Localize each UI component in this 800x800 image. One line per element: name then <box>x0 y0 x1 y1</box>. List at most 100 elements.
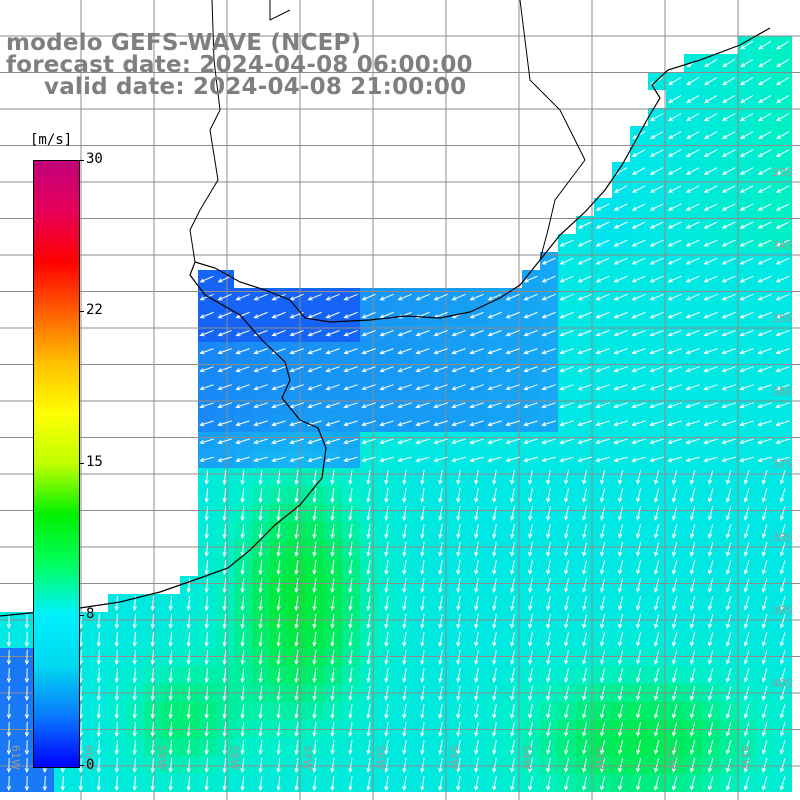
wind-arrow <box>564 668 569 683</box>
wind-arrow <box>618 632 624 647</box>
wind-arrow <box>222 739 227 756</box>
wind-arrow <box>330 470 335 486</box>
wind-arrow <box>636 686 642 701</box>
wind-arrow <box>222 613 227 630</box>
wind-arrow <box>402 668 407 684</box>
wind-arrow <box>312 668 317 684</box>
wind-arrow <box>761 722 768 737</box>
wind-arrow <box>348 614 353 630</box>
wind-arrow <box>348 758 353 774</box>
wind-arrow <box>150 685 155 702</box>
wind-arrow <box>582 560 587 575</box>
wind-arrow <box>707 758 714 773</box>
wind-arrow <box>667 330 682 337</box>
wind-arrow <box>649 293 664 301</box>
wind-arrow <box>582 524 587 539</box>
wind-arrow <box>721 257 736 265</box>
wind-arrow <box>312 578 317 594</box>
wind-arrow <box>528 470 533 486</box>
wind-arrow <box>217 384 232 391</box>
wind-arrow <box>636 470 642 485</box>
lat-label: 38S <box>772 531 793 544</box>
wind-arrow <box>240 667 245 684</box>
wind-arrow <box>667 185 682 193</box>
wind-arrow <box>654 740 660 755</box>
wind-arrow <box>469 366 484 373</box>
wind-arrow <box>415 420 430 427</box>
wind-arrow <box>289 330 304 337</box>
wind-arrow <box>361 293 376 301</box>
wind-arrow <box>456 650 461 666</box>
wind-arrow <box>384 578 389 594</box>
forecast-date: forecast date: 2024-04-08 06:00:00 <box>6 52 473 78</box>
wind-arrow <box>779 722 786 737</box>
wind-arrow <box>204 685 209 702</box>
wind-arrow <box>582 596 587 611</box>
wind-arrow <box>307 438 322 445</box>
wind-arrow <box>474 632 479 648</box>
wind-arrow <box>523 348 538 355</box>
wind-arrow <box>743 488 750 503</box>
wind-arrow <box>690 578 696 593</box>
colorbar-tick-mark <box>79 160 84 161</box>
wind-arrow <box>690 776 696 791</box>
wind-arrow <box>541 275 556 283</box>
wind-arrow <box>707 650 714 665</box>
wind-arrow <box>325 384 340 391</box>
wind-arrow <box>186 577 191 594</box>
wind-arrow <box>631 384 646 391</box>
wind-arrow <box>523 456 538 463</box>
wind-arrow <box>707 722 714 737</box>
wind-arrow <box>577 438 592 445</box>
wind-arrow <box>379 330 394 337</box>
wind-arrow <box>276 667 281 684</box>
wind-arrow <box>582 614 587 629</box>
wind-arrow <box>775 456 790 463</box>
wind-arrow <box>600 650 606 665</box>
wind-arrow <box>636 542 642 557</box>
wind-arrow <box>150 703 155 720</box>
wind-arrow <box>240 523 245 540</box>
wind-arrow <box>721 221 736 229</box>
wind-arrow <box>199 456 214 463</box>
wind-arrow <box>253 293 268 301</box>
wind-arrow <box>150 667 155 684</box>
wind-arrow <box>559 366 574 373</box>
wind-arrow <box>240 739 245 756</box>
wind-arrow <box>667 131 682 139</box>
wind-arrow <box>451 384 466 391</box>
wind-arrow <box>685 420 700 427</box>
wind-arrow <box>690 758 696 773</box>
wind-arrow <box>168 703 173 720</box>
wind-arrow <box>595 203 610 211</box>
wind-arrow <box>595 275 610 283</box>
wind-arrow <box>451 402 466 409</box>
wind-arrow <box>672 668 678 683</box>
wind-arrow <box>307 366 322 373</box>
wind-arrow <box>492 650 497 666</box>
wind-arrow <box>312 488 317 504</box>
wind-arrow <box>438 560 443 576</box>
wind-arrow <box>312 776 317 792</box>
wind-arrow <box>600 578 606 593</box>
wind-arrow <box>312 722 317 738</box>
wind-arrow <box>348 668 353 684</box>
wind-arrow <box>271 293 286 301</box>
wind-arrow <box>325 438 340 445</box>
wind-arrow <box>775 311 790 319</box>
wind-arrow <box>402 470 407 486</box>
wind-arrow <box>384 614 389 630</box>
wind-arrow <box>595 366 610 373</box>
wind-arrow <box>330 704 335 720</box>
wind-arrow <box>707 686 714 701</box>
wind-arrow <box>330 578 335 594</box>
wind-arrow <box>456 632 461 648</box>
wind-arrow <box>703 293 718 301</box>
wind-arrow <box>546 542 551 558</box>
wind-arrow <box>636 596 642 611</box>
wind-arrow <box>487 330 502 337</box>
wind-arrow <box>667 257 682 265</box>
wind-arrow <box>685 384 700 391</box>
wind-arrow <box>757 239 772 247</box>
wind-arrow <box>204 559 209 576</box>
